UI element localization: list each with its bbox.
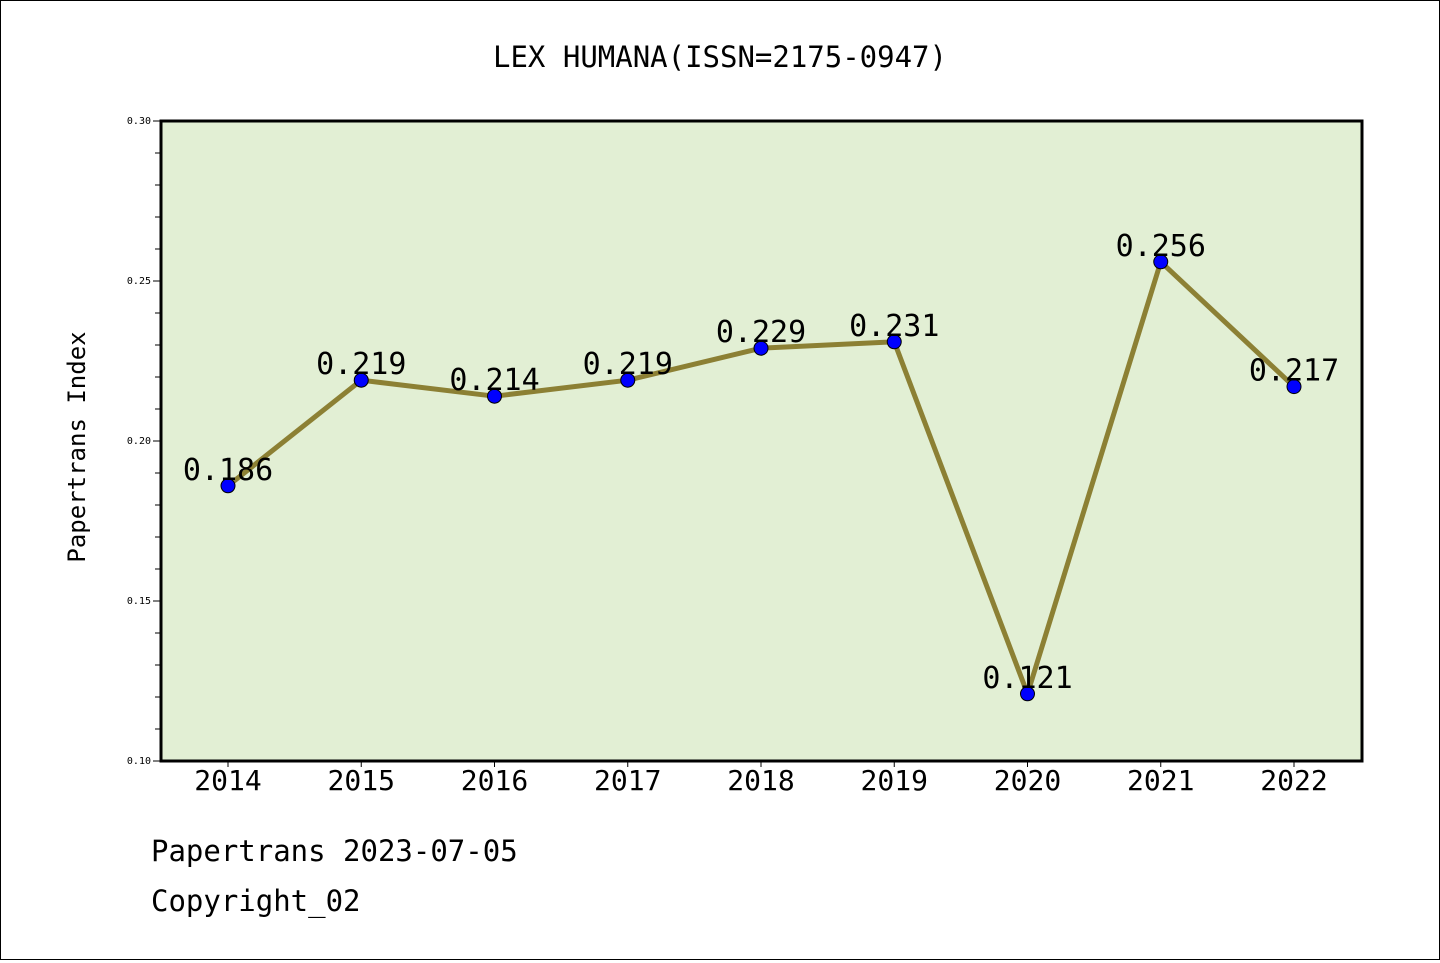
y-tick-label: 0.30 <box>127 116 151 127</box>
data-label: 0.121 <box>982 661 1072 696</box>
data-labels: 0.186 0.219 0.214 0.219 0.229 0.231 0.121 0.256… <box>183 229 1339 696</box>
data-label: 0.229 <box>716 315 806 350</box>
data-label: 0.214 <box>449 363 539 398</box>
data-point <box>487 388 502 404</box>
data-point <box>1286 379 1302 395</box>
data-label: 0.186 <box>183 453 273 488</box>
x-tick-label: 2020 <box>994 764 1061 797</box>
data-point <box>620 372 636 388</box>
y-axis-ticks: 0.10 0.15 0.20 0.25 0.30 <box>127 116 161 767</box>
x-tick-label: 2017 <box>594 764 661 797</box>
x-tick-label: 2019 <box>861 764 928 797</box>
x-tick-label: 2015 <box>328 764 395 797</box>
x-tick-label: 2022 <box>1260 764 1327 797</box>
data-point <box>1153 254 1169 270</box>
data-point <box>886 334 902 350</box>
plot-area <box>159 119 1364 763</box>
data-point <box>220 478 236 494</box>
x-tick-label: 2021 <box>1127 764 1194 797</box>
y-tick-label: 0.20 <box>127 436 151 447</box>
data-point <box>1020 686 1035 702</box>
y-axis-label: Papertrans Index <box>63 331 91 562</box>
data-label: 0.256 <box>1116 229 1206 264</box>
y-tick-label: 0.15 <box>127 596 151 607</box>
x-axis-ticks: 2014 2015 2016 2017 2018 2019 2020 2021 2022 <box>194 761 1328 797</box>
y-tick-label: 0.25 <box>127 276 151 287</box>
x-tick-label: 2014 <box>194 764 261 797</box>
data-label: 0.219 <box>316 347 406 382</box>
data-label: 0.217 <box>1249 354 1339 389</box>
x-tick-label: 2016 <box>461 764 528 797</box>
footer-copyright: Copyright_02 <box>151 884 361 918</box>
data-points <box>220 254 1302 702</box>
data-label: 0.231 <box>849 309 939 344</box>
footer-date: Papertrans 2023-07-05 <box>151 834 518 868</box>
x-tick-label: 2018 <box>727 764 794 797</box>
data-point <box>753 340 769 356</box>
y-tick-label: 0.10 <box>127 756 151 767</box>
data-point <box>353 372 369 388</box>
chart-title: LEX HUMANA(ISSN=2175-0947) <box>493 40 947 74</box>
data-label: 0.219 <box>583 347 673 382</box>
